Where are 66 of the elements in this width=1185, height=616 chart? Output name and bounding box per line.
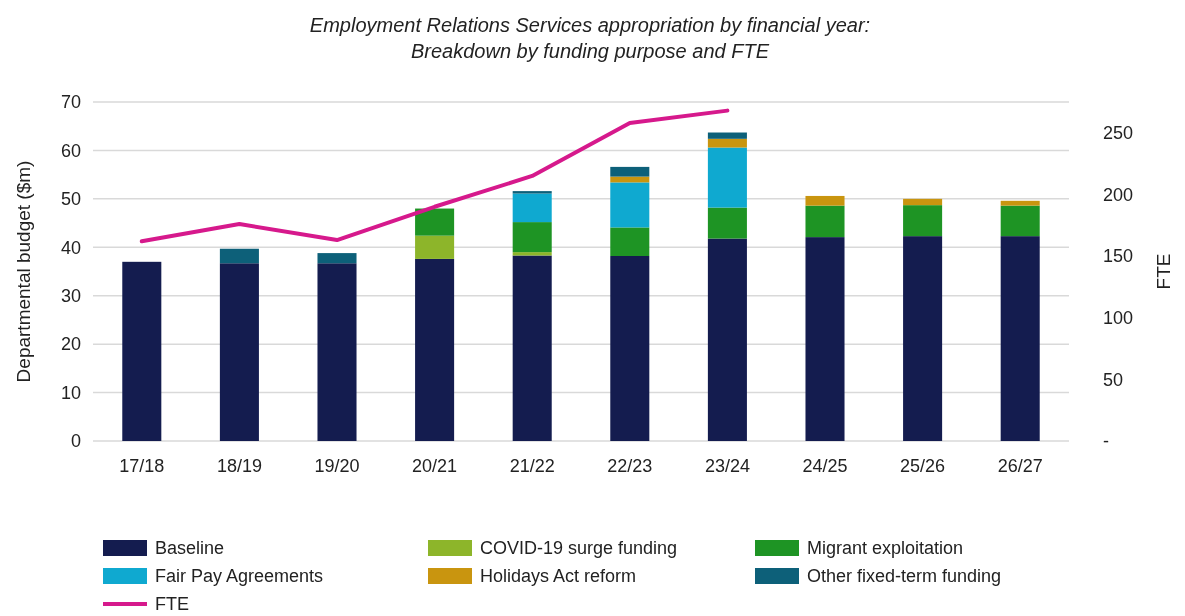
bar: [805, 237, 845, 441]
bar: [512, 193, 552, 223]
y-axis-title: Departmental budget ($m): [13, 160, 34, 383]
bar: [805, 195, 845, 206]
line-series: [139, 108, 730, 244]
bar: [903, 236, 943, 441]
x-tick-label: 23/24: [704, 456, 750, 476]
y-tick-label: 20: [60, 334, 81, 355]
x-tick-label: 21/22: [509, 456, 555, 476]
y2-tick-label: 150: [1103, 246, 1134, 267]
bar: [415, 258, 455, 441]
y-tick-label: 70: [60, 92, 81, 113]
bar: [707, 147, 747, 208]
legend-label: Baseline: [155, 538, 225, 559]
bar: [317, 253, 357, 264]
chart-title: Employment Relations Services appropriation by financial year: Breakdown by funding purpose and FTE: [309, 14, 871, 62]
bar: [903, 205, 943, 237]
bar: [122, 261, 162, 441]
x-tick-label: 18/19: [216, 456, 262, 476]
legend-label: Fair Pay Agreements: [155, 566, 324, 587]
bar: [219, 263, 259, 441]
legend-label: FTE: [155, 594, 189, 615]
bar: [512, 191, 552, 194]
y-tick-label: 10: [60, 382, 81, 403]
legend-label: COVID-19 surge funding: [480, 538, 678, 559]
y-tick-label: 30: [60, 286, 81, 307]
y-tick-label: 50: [60, 189, 81, 210]
y2-tick-label: 100: [1103, 308, 1134, 329]
y-tick-label: 40: [60, 237, 81, 258]
bar: [1000, 236, 1040, 441]
y2-tick-label: 50: [1103, 369, 1124, 390]
x-tick-label: 25/26: [900, 456, 946, 476]
x-tick-label: 24/25: [802, 456, 848, 476]
bar: [610, 182, 650, 228]
bar: [512, 255, 552, 441]
bar: [415, 208, 455, 236]
x-tick-label: 20/21: [412, 456, 458, 476]
bar: [1000, 200, 1040, 206]
y-tick-label: 0: [70, 431, 81, 452]
x-tick-label: 26/27: [997, 456, 1043, 476]
y2-axis-title: FTE: [1153, 253, 1174, 290]
bar: [707, 138, 747, 148]
y-tick-label: 60: [60, 140, 81, 161]
x-tick-label: 19/20: [314, 456, 360, 476]
x-tick-label: 22/23: [607, 456, 653, 476]
y2-tick-label: 250: [1103, 123, 1134, 144]
bar: [707, 238, 747, 441]
bar: [512, 252, 552, 256]
bar: [707, 207, 747, 239]
y2-tick-label: -: [1103, 431, 1109, 452]
legend-label: Other fixed-term funding: [807, 566, 1002, 587]
bar: [707, 132, 747, 139]
bar: [219, 248, 259, 264]
bar: [415, 235, 455, 259]
bar: [610, 227, 650, 256]
bar: [512, 222, 552, 253]
y2-tick-label: 200: [1103, 184, 1134, 205]
legend-label: Holidays Act reform: [480, 566, 637, 587]
bar: [805, 205, 845, 238]
bar: [903, 198, 943, 206]
legend-label: Migrant exploitation: [807, 538, 964, 559]
bar: [317, 263, 357, 441]
bar: [610, 166, 650, 177]
bar: [610, 256, 650, 441]
x-tick-label: 17/18: [119, 456, 165, 476]
bar: [1000, 205, 1040, 237]
